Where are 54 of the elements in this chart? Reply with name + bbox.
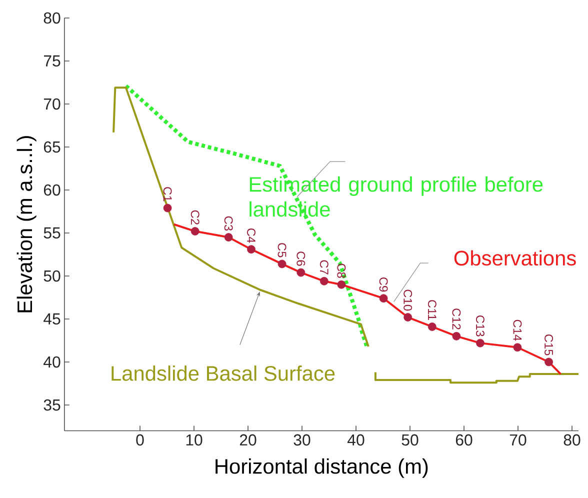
annotation: C9	[379, 277, 388, 292]
point	[320, 276, 328, 286]
annotation: C10	[404, 290, 412, 311]
annotation: C8	[337, 264, 346, 278]
x-tick-label: 20	[240, 434, 256, 446]
x-tick-label: 50	[402, 434, 418, 446]
point	[513, 343, 522, 352]
x-tick-label: 60	[456, 434, 472, 446]
point	[337, 280, 346, 289]
point	[224, 233, 233, 242]
text: Observations	[454, 250, 576, 266]
point	[296, 268, 306, 277]
point	[163, 204, 172, 212]
annotation: C6	[296, 252, 306, 266]
x-tick-label: 40	[348, 434, 364, 446]
annotation: C4	[247, 228, 256, 243]
series-label: Landslide Basal Surface	[112, 365, 335, 381]
point	[278, 260, 286, 268]
point	[476, 338, 484, 348]
y-tick-label: 70	[44, 98, 60, 110]
annotation: C7	[320, 260, 328, 274]
point	[190, 227, 200, 236]
annotation: C3	[224, 216, 233, 231]
y-tick-label: 65	[44, 141, 60, 153]
point	[379, 294, 388, 303]
y-tick-label: 40	[44, 356, 60, 368]
point	[247, 245, 256, 254]
y-tick-label: 50	[44, 270, 60, 282]
y-tick-label: 60	[44, 184, 60, 196]
annotation: C11	[428, 300, 436, 320]
y-tick-label: 35	[44, 399, 60, 411]
x-axis-title: Horizontal distance (m)	[216, 458, 428, 478]
y-tick-label: 80	[44, 12, 60, 24]
annotation: C14	[513, 320, 522, 341]
y-tick-label: 55	[44, 227, 60, 239]
annotation: C1	[163, 187, 172, 202]
y-tick-label: 75	[44, 55, 60, 67]
point	[452, 332, 461, 340]
x-tick-label: 30	[294, 434, 310, 446]
x-tick-label: 10	[186, 434, 202, 446]
annotation: C2	[190, 210, 200, 224]
x-tick-label: 80	[564, 434, 580, 446]
annotation: C12	[452, 308, 461, 330]
annotation: C13	[476, 316, 484, 336]
point	[544, 358, 553, 366]
x-tick-label: 70	[510, 434, 526, 446]
x-tick-label: 0	[136, 434, 144, 446]
y-axis-title: Elevation (m a.s..l.)	[16, 136, 36, 312]
y-tick-label: 45	[44, 313, 60, 325]
point	[428, 322, 436, 331]
annotation: C15	[544, 334, 554, 356]
point	[404, 313, 412, 322]
series-label: Estimated ground profile before landslide	[250, 176, 543, 217]
annotation: C5	[278, 243, 286, 258]
